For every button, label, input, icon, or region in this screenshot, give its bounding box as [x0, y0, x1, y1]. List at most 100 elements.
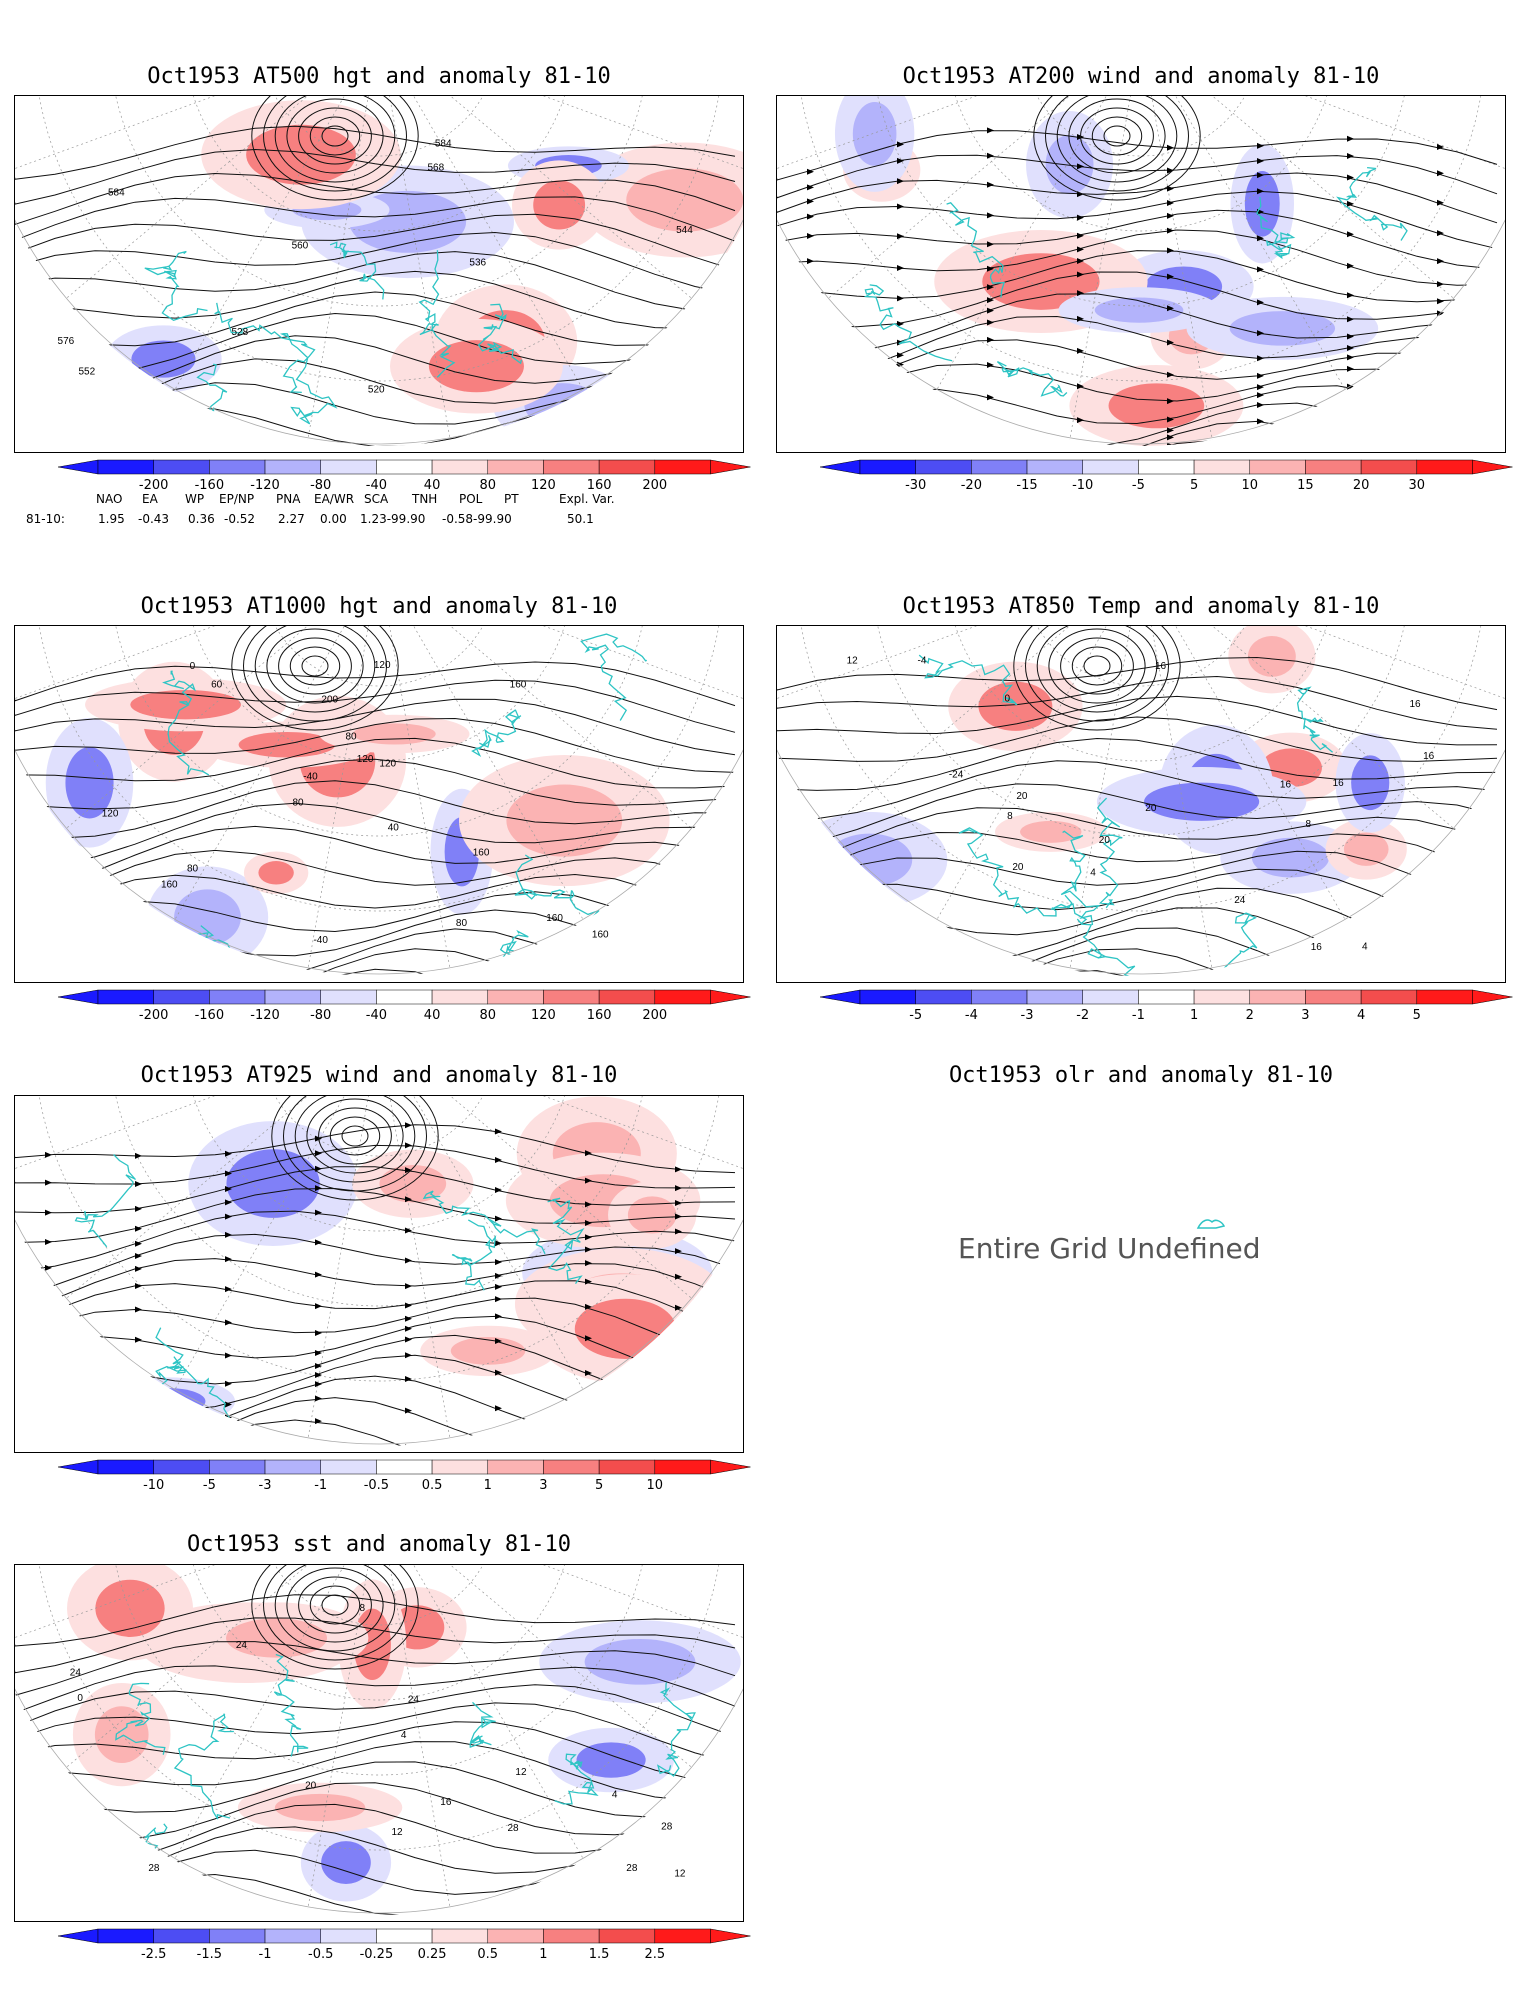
coastline: [1296, 686, 1334, 753]
tele-header: WP: [185, 492, 205, 506]
contour-ring: [243, 626, 387, 722]
colorbar-tick-label: -160: [195, 478, 225, 493]
flow-arrow: [807, 443, 814, 446]
anomaly-shading: [1247, 636, 1296, 677]
contour-ring: [1045, 96, 1189, 192]
colorbar-arrow-low: [57, 989, 99, 1005]
contour-line: [15, 125, 736, 180]
panel-title-olr: Oct1953 olr and anomaly 81-10: [948, 1063, 1334, 1088]
flow-arrow: [405, 1142, 412, 1149]
longitude-line: [378, 96, 610, 435]
longitude-line: [378, 1096, 743, 1194]
contour-ring: [263, 96, 407, 192]
map-200wind: [776, 95, 1506, 453]
colorbar-swatch: [1249, 459, 1306, 475]
flow-arrow: [1167, 416, 1174, 423]
contour-label: 24: [408, 1695, 420, 1706]
contour-line: [777, 760, 1498, 821]
flow-arrow: [225, 1422, 232, 1429]
colorbar-tick-label: -2.5: [141, 1947, 166, 1962]
flow-arrow: [1167, 398, 1174, 405]
contour-line: [15, 1594, 736, 1647]
longitude-line: [378, 1565, 743, 1663]
contour-ring: [341, 1125, 369, 1147]
contour-label: 28: [148, 1863, 160, 1874]
coastline: [1060, 830, 1101, 926]
flow-arrow: [1437, 413, 1444, 420]
flow-arrow: [1437, 333, 1444, 340]
flow-arrow: [675, 1435, 682, 1442]
contour-label: 520: [368, 385, 385, 396]
contour-label: 20: [1012, 862, 1024, 873]
colorbar-swatch: [320, 1928, 377, 1944]
colorbar-tick-label: 10: [1241, 478, 1258, 493]
colorbar-tick-label: -10: [143, 1478, 164, 1493]
teleconnection-table: NAO EA WP EP/NP PNA EA/WR SCA TNH POL PT…: [14, 490, 744, 530]
contour-line: [15, 1684, 736, 1738]
flow-arrow: [987, 307, 994, 314]
colorbar-tick-label: -5: [203, 1478, 216, 1493]
colorbar-swatch: [153, 1928, 210, 1944]
anomaly-shading: [94, 1706, 149, 1763]
flow-arrow: [1347, 174, 1354, 181]
colorbar-swatch: [209, 1459, 266, 1475]
coastline: [80, 1399, 133, 1446]
anomaly-shading: [978, 681, 1053, 731]
coastline: [74, 1154, 136, 1248]
tele-value: -0.43: [138, 512, 170, 526]
flow-arrow: [1257, 384, 1264, 391]
flow-arrow: [495, 1240, 502, 1247]
coastline: [1050, 894, 1138, 976]
longitude-line: [148, 1096, 380, 1435]
flow-arrow: [807, 411, 814, 418]
coastline: [514, 854, 600, 921]
streamline: [15, 1354, 736, 1420]
flow-arrow: [807, 321, 814, 328]
colorbar-swatch: [431, 1459, 489, 1475]
colorbar-tick-label: -1: [1132, 1008, 1145, 1023]
flow-arrow: [1257, 330, 1264, 337]
tele-header: PT: [504, 492, 519, 506]
flow-arrow: [1167, 185, 1174, 192]
contour-ring: [309, 1585, 361, 1625]
tele-header: EP/NP: [219, 492, 255, 506]
tele-header: PNA: [276, 492, 301, 506]
streamline: [15, 1442, 736, 1446]
flow-arrow: [585, 1431, 592, 1438]
flow-arrow: [897, 412, 904, 419]
anomaly-shading: [627, 1196, 677, 1234]
flow-arrow: [405, 1257, 412, 1264]
contour-line: [777, 695, 1498, 746]
flow-arrow: [585, 1234, 592, 1241]
flow-arrow: [225, 1352, 232, 1359]
streamline: [15, 1375, 736, 1439]
flow-arrow: [135, 1336, 142, 1343]
streamline: [15, 1166, 736, 1214]
flow-arrow: [315, 1209, 322, 1216]
longitude-line: [1140, 96, 1372, 435]
flow-arrow: [1347, 153, 1354, 160]
tele-header: POL: [459, 492, 483, 506]
contour-line: [15, 1617, 736, 1674]
coastline: [547, 1197, 585, 1284]
colorbar-tick-label: 2.5: [644, 1947, 665, 1962]
colorbar-swatch: [431, 1928, 489, 1944]
flow-arrow: [135, 1205, 142, 1212]
longitude-line: [378, 96, 743, 194]
contour-ring: [1060, 637, 1134, 695]
tele-value: 1.23-99.90: [360, 512, 426, 526]
longitude-line: [15, 1565, 380, 1663]
flow-arrow: [1257, 142, 1264, 149]
map-boundary: [15, 219, 743, 445]
contour-line: [777, 948, 1498, 976]
flow-arrow: [585, 1303, 592, 1310]
streamline: [15, 1233, 736, 1297]
coastline: [422, 1190, 546, 1255]
flow-arrow: [1077, 383, 1084, 390]
anomaly-shading: [1244, 170, 1280, 237]
flow-arrow: [1167, 434, 1174, 441]
tele-header: SCA: [364, 492, 389, 506]
contour-line: [15, 444, 736, 446]
contour-line: [777, 675, 1498, 730]
flow-arrow: [495, 1156, 502, 1163]
